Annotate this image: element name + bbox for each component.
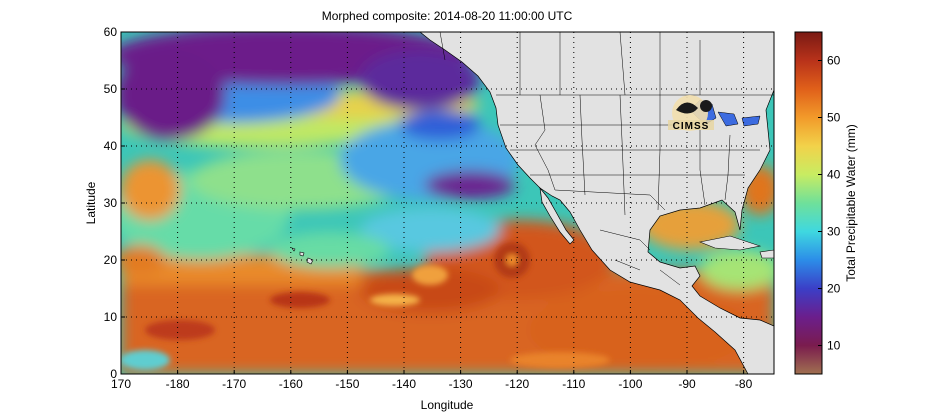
y-tick-label: 40 — [104, 139, 118, 153]
x-tick-label: -100 — [618, 377, 642, 391]
y-tick-label: 10 — [104, 310, 118, 324]
colorbar-label: Total Precipitable Water (mm) — [844, 124, 858, 282]
x-tick-label: -90 — [678, 377, 696, 391]
colorbar-tick-label: 10 — [827, 339, 841, 353]
x-axis: 170 -180 -170 -160 -150 -140 -130 -120 -110 -100 -… — [111, 370, 753, 391]
x-tick-label: -80 — [735, 377, 753, 391]
x-tick-label: -150 — [335, 377, 359, 391]
x-tick-label: 170 — [111, 377, 131, 391]
colorbar-tick-label: 50 — [827, 111, 841, 125]
hispaniola — [759, 249, 774, 259]
y-tick-label: 60 — [104, 25, 118, 39]
y-tick-label: 50 — [104, 82, 118, 96]
x-tick-label: -110 — [562, 377, 585, 391]
x-tick-label: -170 — [222, 377, 246, 391]
y-axis: 0 10 20 30 40 50 60 — [104, 25, 125, 381]
colorbar — [794, 31, 823, 375]
cimss-logo: CIMSS — [668, 95, 714, 132]
colorbar-tick-label: 30 — [827, 225, 841, 239]
graticule — [121, 32, 774, 374]
logo-text: CIMSS — [673, 121, 710, 132]
hawaii — [291, 247, 314, 265]
y-tick-label: 0 — [110, 367, 117, 381]
x-tick-label: -160 — [279, 377, 303, 391]
tpw-field: CIMSS — [121, 32, 774, 374]
state-borders — [439, 32, 774, 286]
y-axis-title: Latitude — [84, 181, 98, 224]
x-tick-label: -120 — [505, 377, 529, 391]
x-tick-label: -130 — [449, 377, 473, 391]
cuba — [698, 235, 762, 251]
colorbar-tick-label: 60 — [827, 54, 841, 68]
colorbar-tick-label: 20 — [827, 282, 841, 296]
colorbar-tick-label: 40 — [827, 168, 841, 182]
map-title: Morphed composite: 2014-08-20 11:00:00 U… — [322, 9, 573, 23]
x-tick-label: -140 — [392, 377, 416, 391]
baja-california — [539, 186, 575, 245]
colorbar-ticks: 10 20 30 40 50 60 — [818, 54, 841, 353]
y-tick-label: 20 — [104, 253, 118, 267]
y-tick-label: 30 — [104, 196, 118, 210]
x-tick-label: -180 — [166, 377, 190, 391]
x-axis-title: Longitude — [421, 398, 474, 412]
